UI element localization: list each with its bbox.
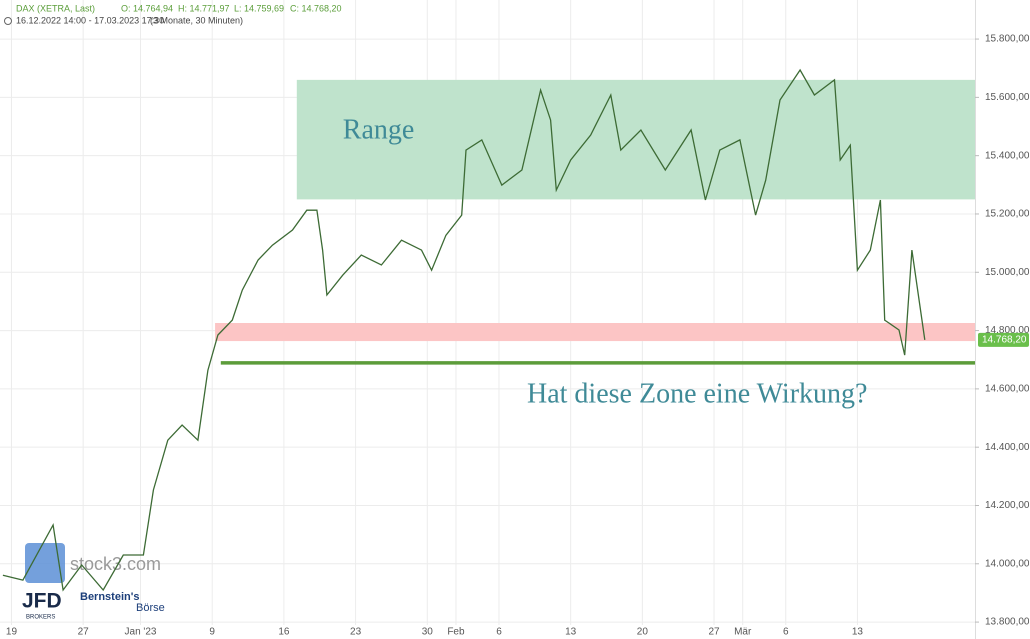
x-tick-label: 6 xyxy=(783,627,789,638)
last-price-label: 14.768,20 xyxy=(982,334,1027,345)
x-tick-label: 16 xyxy=(278,627,290,638)
y-tick-label: 15.000,00 xyxy=(985,267,1030,278)
open: O: 14.764,94 xyxy=(121,3,173,13)
x-tick-label: 9 xyxy=(209,627,215,638)
x-tick-label: 27 xyxy=(78,627,90,638)
x-tick-label: 13 xyxy=(565,627,577,638)
x-tick-label: Jan '23 xyxy=(125,627,157,638)
x-tick-label: 6 xyxy=(496,627,502,638)
price-line xyxy=(2,68,926,592)
y-tick-label: 15.800,00 xyxy=(985,34,1030,45)
x-tick-label: Mär xyxy=(734,627,752,638)
x-tick-label: 20 xyxy=(637,627,649,638)
y-tick-label: 14.800,00 xyxy=(985,325,1030,336)
x-tick-label: 19 xyxy=(6,627,18,638)
y-tick-label: 15.400,00 xyxy=(985,150,1030,161)
jfd-sub: BROKERS xyxy=(26,615,55,621)
y-tick-label: 15.600,00 xyxy=(985,92,1030,103)
x-tick-label: 23 xyxy=(350,627,362,638)
close: C: 14.768,20 xyxy=(290,3,342,13)
bernstein-logo: Bernstein's xyxy=(80,591,139,603)
x-tick-label: 27 xyxy=(708,627,720,638)
stock3-logo: stock3.com xyxy=(70,554,161,574)
boerse-logo: Börse xyxy=(136,602,165,614)
last-price-box xyxy=(978,332,1029,347)
annotation: Hat diese Zone eine Wirkung? xyxy=(527,378,867,409)
y-tick-label: 14.600,00 xyxy=(985,384,1030,395)
y-tick-label: 14.200,00 xyxy=(985,500,1030,511)
y-tick-label: 15.200,00 xyxy=(985,209,1030,220)
zone xyxy=(296,79,975,200)
x-tick-label: 13 xyxy=(852,627,864,638)
y-tick-label: 14.000,00 xyxy=(985,558,1030,569)
date-range: 16.12.2022 14:00 - 17.03.2023 17:30 xyxy=(16,15,164,25)
y-tick-label: 14.400,00 xyxy=(985,442,1030,453)
x-tick-label: Feb xyxy=(447,627,465,638)
clock-icon xyxy=(4,17,12,25)
period: (3 Monate, 30 Minuten) xyxy=(150,15,243,25)
high: H: 14.771,97 xyxy=(178,3,230,13)
symbol: DAX (XETRA, Last) xyxy=(16,3,95,13)
jfd-logo: JFD xyxy=(22,590,62,613)
plot-area xyxy=(0,0,975,625)
x-tick-label: 30 xyxy=(422,627,434,638)
zone-label: Range xyxy=(343,114,415,145)
y-tick-label: 13.800,00 xyxy=(985,617,1030,628)
stock3-icon xyxy=(25,543,65,583)
zone xyxy=(215,322,975,342)
low: L: 14.759,69 xyxy=(234,3,284,13)
